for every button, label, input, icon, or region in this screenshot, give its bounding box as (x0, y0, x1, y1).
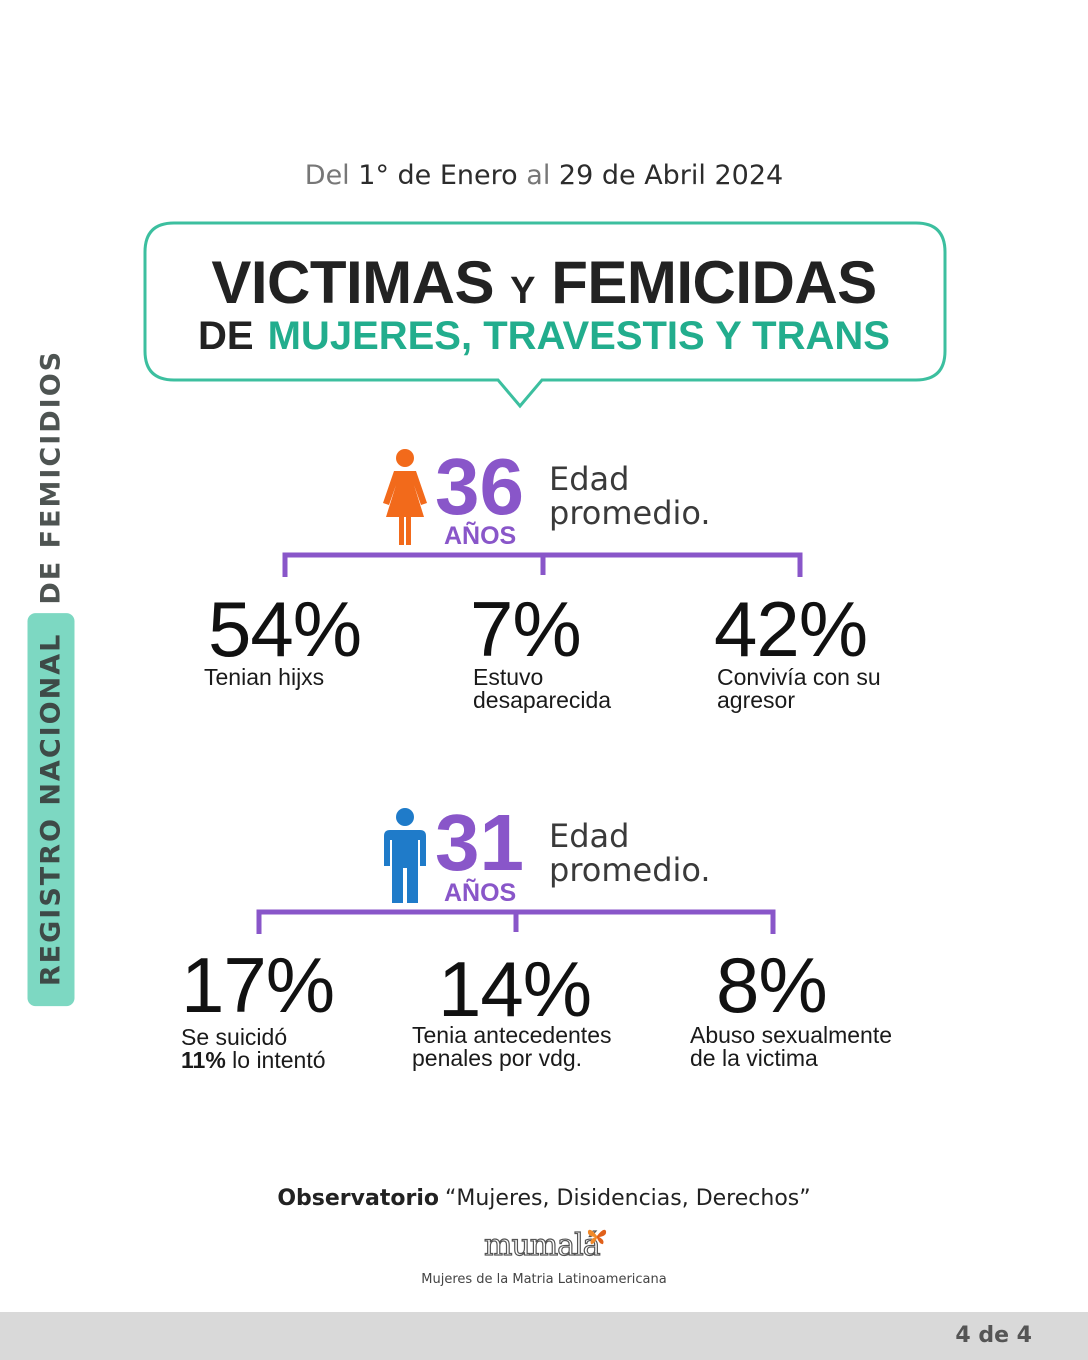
perpetrators-average-age: 31 (435, 798, 524, 887)
victims-age-label: Edad promedio. (549, 462, 711, 530)
perpetrators-stat-abuse-label: Abuso sexualmente de la victima (690, 1024, 892, 1070)
perpetrators-stat-record-label: Tenia antecedentes penales por vdg. (412, 1024, 612, 1070)
title-femicidas: FEMICIDAS (551, 249, 877, 316)
perpetrators-stat-suicide-value: 17% (181, 941, 335, 1029)
woman-icon (383, 449, 427, 545)
victims-stat-cohabited-value: 42% (714, 585, 868, 673)
footer-bar: 4 de 4 (0, 1312, 1088, 1360)
man-icon (384, 808, 426, 903)
perpetrators-stat-abuse-label-line1: Abuso sexualmente (690, 1022, 893, 1048)
victims-stat-cohabited-label-line1: Convivía con su (717, 664, 881, 690)
date-end: 29 de Abril 2024 (558, 160, 784, 191)
perpetrators-age-label-line1: Edad (549, 817, 630, 855)
side-label: REGISTRO NACIONAL DE FEMICIDIOS (20, 349, 82, 1006)
victims-stat-cohabited-label-line2: agresor (717, 687, 795, 713)
butterfly-icon (587, 1229, 607, 1245)
perpetrators-stat-abuse-label-line2: de la victima (690, 1045, 818, 1071)
victims-stat-cohabited-label: Convivía con su agresor (717, 666, 881, 712)
subtitle-accent: MUJERES, TRAVESTIS Y TRANS (267, 314, 890, 358)
perpetrators-age-unit: AÑOS (444, 879, 517, 907)
victims-age-label-line1: Edad (549, 460, 630, 498)
perpetrators-stat-record-value: 14% (438, 945, 592, 1033)
perpetrators-age-label-line2: promedio. (549, 851, 711, 889)
observatory-label: Observatorio (277, 1186, 439, 1211)
perpetrators-stat-suicide-label: Se suicidó 11% lo intentó (181, 1026, 326, 1072)
observatory-name: “Mujeres, Disidencias, Derechos” (444, 1186, 811, 1211)
date-prefix: Del (304, 160, 350, 191)
title-speech-bubble (143, 221, 947, 409)
title-conjunction: Y (510, 270, 536, 312)
date-start: 1° de Enero (358, 160, 518, 191)
victims-age-label-line2: promedio. (549, 494, 711, 532)
perpetrators-bracket (256, 909, 776, 934)
page-title: VICTIMAS Y FEMICIDAS (144, 248, 944, 317)
perpetrators-stat-attempt-value: 11% (181, 1047, 226, 1073)
victims-stat-missing-value: 7% (470, 585, 582, 673)
victims-bracket (282, 552, 803, 577)
victims-age-unit: AÑOS (444, 522, 517, 550)
victims-stat-missing-label: Estuvo desaparecida (473, 666, 611, 712)
victims-stat-children-label-line1: Tenian hijxs (204, 664, 325, 690)
page-subtitle: DE MUJERES, TRAVESTIS Y TRANS (144, 314, 944, 359)
perpetrators-stat-record-label-line1: Tenia antecedentes (412, 1022, 612, 1048)
date-range: Del 1° de Enero al 29 de Abril 2024 (0, 160, 1088, 191)
perpetrators-stat-abuse-value: 8% (716, 941, 828, 1029)
observatory-credit: Observatorio “Mujeres, Disidencias, Derec… (0, 1186, 1088, 1211)
date-connector: al (526, 160, 551, 191)
perpetrators-stat-record-label-line2: penales por vdg. (412, 1045, 583, 1071)
subtitle-de: DE (198, 314, 254, 358)
perpetrators-age-label: Edad promedio. (549, 819, 711, 887)
perpetrators-stat-suicide-label-line1: Se suicidó (181, 1024, 288, 1050)
victims-average-age: 36 (435, 442, 524, 531)
victims-stat-children-label: Tenian hijxs (204, 666, 324, 689)
side-label-highlight: REGISTRO NACIONAL (27, 612, 75, 1006)
mumala-logo: mumalá (483, 1227, 601, 1263)
title-victimas: VICTIMAS (211, 249, 494, 316)
perpetrators-stat-attempt-label: lo intentó (232, 1047, 326, 1073)
perpetrators-stat-suicide-label-line2: 11% lo intentó (181, 1049, 326, 1072)
side-label-rest: DE FEMICIDIOS (35, 349, 67, 605)
logo-subtitle: Mujeres de la Matria Latinoamericana (421, 1272, 667, 1287)
victims-stat-missing-label-line1: Estuvo (473, 664, 544, 690)
victims-stat-missing-label-line2: desaparecida (473, 687, 612, 713)
victims-stat-children-value: 54% (208, 585, 362, 673)
page-indicator: 4 de 4 (955, 1323, 1032, 1348)
